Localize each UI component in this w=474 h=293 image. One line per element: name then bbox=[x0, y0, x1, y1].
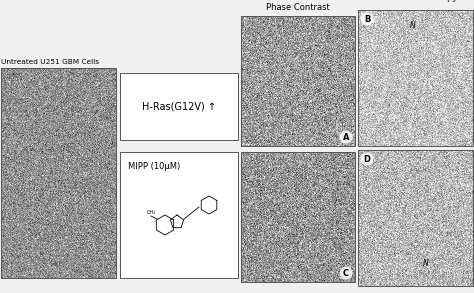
Text: CH₃: CH₃ bbox=[146, 210, 155, 215]
Circle shape bbox=[361, 13, 374, 25]
Bar bbox=[241, 152, 355, 282]
Text: Phase Contrast: Phase Contrast bbox=[266, 3, 330, 12]
Bar bbox=[120, 73, 238, 140]
Text: B: B bbox=[364, 14, 370, 23]
Circle shape bbox=[339, 267, 353, 280]
Text: Electron Microscopy: Electron Microscopy bbox=[373, 0, 458, 2]
Circle shape bbox=[361, 152, 374, 166]
Text: N: N bbox=[410, 21, 416, 30]
Text: A: A bbox=[343, 132, 349, 142]
Bar bbox=[1, 68, 116, 278]
Text: MIPP (10μM): MIPP (10μM) bbox=[128, 162, 180, 171]
Circle shape bbox=[339, 130, 353, 144]
Text: H-Ras(G12V) ↑: H-Ras(G12V) ↑ bbox=[142, 101, 216, 112]
Bar bbox=[358, 10, 473, 146]
Bar bbox=[120, 152, 238, 278]
Text: N: N bbox=[423, 260, 429, 268]
Bar bbox=[241, 16, 355, 146]
Text: C: C bbox=[343, 268, 349, 277]
Text: Untreated U251 GBM Cells: Untreated U251 GBM Cells bbox=[1, 59, 99, 65]
Bar bbox=[358, 150, 473, 286]
Text: D: D bbox=[364, 154, 371, 163]
